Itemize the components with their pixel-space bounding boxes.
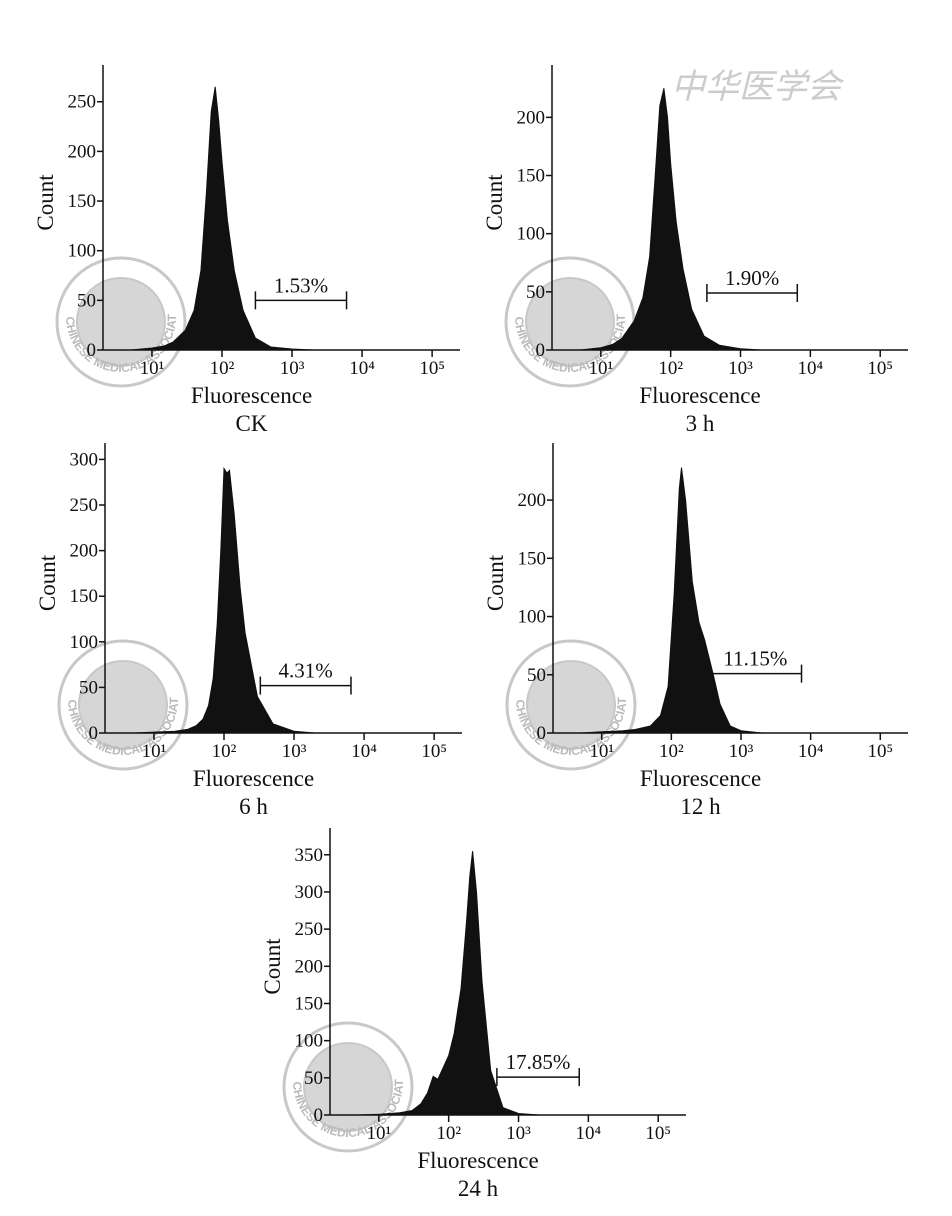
panel-caption: 6 h [239,794,268,819]
y-axis-label: Count [260,938,285,995]
x-tick-label: 10² [659,741,684,762]
x-tick-label: 10³ [282,741,307,762]
x-tick-label: 10⁵ [867,741,893,762]
x-tick-label: 10¹ [142,741,167,762]
y-tick-label: 0 [536,340,546,361]
publisher-mark: 中华医学会 [671,69,845,106]
logo-ring [57,639,189,771]
y-axis-label: Count [483,554,508,611]
y-tick-label: 50 [527,665,546,686]
histogram-area [357,850,540,1116]
x-tick-label: 10⁵ [645,1123,671,1144]
y-axis-label: Count [35,554,60,611]
x-tick-label: 10¹ [366,1123,391,1144]
watermark-logo: CHINESE MEDICAL ASSOCIATION [0,0,414,1153]
y-tick-label: 200 [517,107,546,128]
y-tick-label: 100 [295,1031,324,1052]
logo-inner [78,660,168,750]
logo-inner [526,660,616,750]
y-tick-label: 350 [295,845,324,866]
x-tick-label: 10¹ [588,358,613,379]
y-tick-label: 300 [70,449,99,470]
y-tick-label: 300 [295,882,324,903]
y-tick-label: 50 [79,677,98,698]
y-tick-label: 250 [70,495,99,516]
x-tick-label: 10¹ [140,358,165,379]
x-tick-label: 10³ [729,741,754,762]
y-tick-label: 50 [77,290,96,311]
panel-caption: 12 h [680,794,721,819]
logo-ring [505,639,637,771]
panel-caption: CK [236,411,268,436]
logo-ring [55,256,187,388]
y-tick-label: 150 [68,191,97,212]
x-tick-label: 10⁴ [349,358,375,379]
x-axis-label: Fluorescence [193,766,314,791]
x-axis-label: Fluorescence [639,383,760,408]
x-tick-label: 10⁵ [867,358,893,379]
y-tick-label: 0 [314,1105,324,1126]
y-axis-label: Count [33,174,58,231]
histogram-area [580,467,763,734]
y-tick-label: 200 [68,141,97,162]
logo-ring [282,1021,414,1153]
y-tick-label: 100 [517,224,546,245]
y-tick-label: 150 [295,993,324,1014]
logo-text: CHINESE MEDICAL ASSOCIATION [0,0,406,1140]
x-tick-label: 10⁴ [798,741,824,762]
y-tick-label: 100 [68,241,97,262]
gate-label: 1.90% [725,266,779,290]
y-tick-label: 0 [87,340,97,361]
x-tick-label: 10⁴ [576,1123,602,1144]
x-axis-label: Fluorescence [191,383,312,408]
y-tick-label: 50 [304,1068,323,1089]
panel-caption: 24 h [458,1176,499,1201]
x-tick-label: 10² [210,358,235,379]
y-tick-label: 200 [295,956,324,977]
y-tick-label: 150 [70,586,99,607]
y-tick-label: 250 [68,92,97,113]
watermark-logo: CHINESE MEDICAL ASSOCIATION [0,0,189,771]
gate-label: 4.31% [279,659,333,683]
x-tick-label: 10³ [728,358,753,379]
y-tick-label: 150 [517,166,546,187]
y-tick-label: 250 [295,919,324,940]
y-tick-label: 0 [89,723,99,744]
y-tick-label: 200 [70,541,99,562]
y-tick-label: 50 [526,282,545,303]
gate-label: 11.15% [723,647,787,671]
x-tick-label: 10⁵ [419,358,445,379]
logo-text-path: CHINESE MEDICAL ASSOCIATION [0,0,406,1140]
y-tick-label: 200 [518,490,547,511]
x-tick-label: 10¹ [589,741,614,762]
logo-inner [525,277,615,367]
x-tick-label: 10² [436,1123,461,1144]
x-tick-label: 10³ [280,358,305,379]
x-tick-label: 10² [658,358,683,379]
x-axis-label: Fluorescence [417,1148,538,1173]
gate-label: 1.53% [274,273,328,297]
x-tick-label: 10³ [506,1123,531,1144]
histogram-area [130,86,314,351]
gate-label: 17.85% [506,1050,571,1074]
x-tick-label: 10² [212,741,237,762]
y-tick-label: 150 [518,548,547,569]
histogram-area [579,88,762,351]
x-axis-label: Fluorescence [640,766,761,791]
x-tick-label: 10⁴ [351,741,377,762]
histogram-area [132,466,316,734]
x-tick-label: 10⁴ [798,358,824,379]
y-tick-label: 100 [518,607,547,628]
y-axis-label: Count [482,174,507,231]
panel-caption: 3 h [686,411,715,436]
y-tick-label: 100 [70,632,99,653]
x-tick-label: 10⁵ [421,741,447,762]
logo-inner [303,1042,393,1132]
y-tick-label: 0 [537,723,547,744]
